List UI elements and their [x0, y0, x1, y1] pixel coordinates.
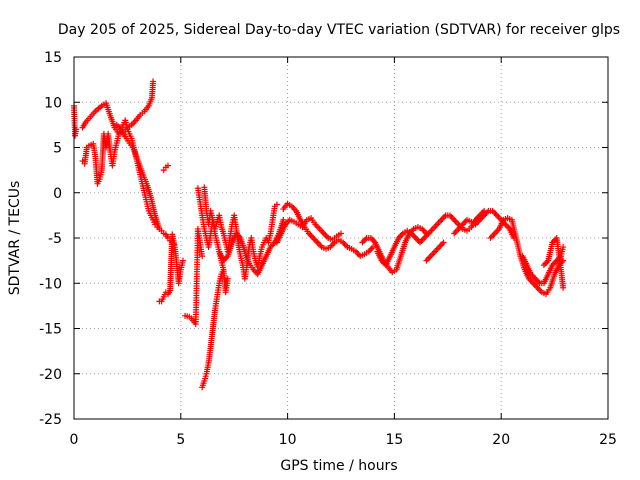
data-points	[71, 78, 567, 391]
data-point	[338, 230, 344, 237]
data-point	[179, 257, 186, 264]
y-tick-label: 0	[53, 186, 62, 202]
data-point	[199, 253, 206, 260]
series-arc-s	[519, 244, 567, 287]
data-point	[156, 225, 163, 232]
x-tick-label: 15	[385, 432, 403, 448]
y-tick-label: -5	[48, 231, 62, 247]
series-arc-e	[160, 162, 171, 174]
data-point	[280, 216, 287, 223]
series-arc-p	[423, 239, 447, 264]
x-tick-label: 10	[279, 432, 297, 448]
series-arc-c	[79, 117, 178, 248]
series-arc-g	[182, 225, 206, 327]
y-tick-label: 10	[44, 95, 62, 111]
y-tick-label: -10	[39, 276, 62, 292]
grid	[74, 57, 608, 419]
data-point	[560, 257, 567, 264]
x-tick-label: 25	[599, 432, 617, 448]
series-arc-f	[156, 231, 186, 305]
series-arc-r	[487, 215, 567, 298]
y-tick-label: 5	[53, 141, 62, 157]
y-tick-label: -25	[39, 412, 62, 428]
data-point	[150, 78, 157, 85]
data-point	[370, 244, 377, 251]
y-tick-labels: 15 10 5 0 -5 -10 -15 -20 -25	[39, 50, 62, 428]
x-axis-label: GPS time / hours	[280, 458, 397, 474]
series-arc-t	[540, 235, 567, 291]
data-point	[440, 239, 447, 246]
x-tick-label: 20	[492, 432, 510, 448]
series-arc-m	[273, 215, 344, 246]
series-arc-d	[113, 121, 163, 232]
series-arc-l	[280, 200, 377, 260]
y-axis-label: SDTVAR / TECUs	[7, 181, 23, 296]
chart-title: Day 205 of 2025, Sidereal Day-to-day VTE…	[58, 22, 620, 38]
series-arc-q	[451, 207, 518, 241]
x-tick-labels: 0 5 10 15 20 25	[70, 432, 617, 448]
data-point	[224, 275, 231, 282]
data-point	[560, 244, 567, 251]
y-tick-label: -20	[39, 367, 62, 383]
series-arc-o	[374, 207, 488, 269]
x-tick-label: 0	[70, 432, 79, 448]
y-tick-label: -15	[39, 322, 62, 338]
data-point	[164, 162, 171, 169]
series-arc-i	[199, 266, 231, 391]
axis-ticks	[73, 56, 609, 420]
data-point	[560, 284, 567, 291]
x-tick-label: 5	[176, 432, 185, 448]
series-arc-j	[201, 184, 280, 282]
series-arc-a	[71, 102, 80, 139]
y-tick-label: 15	[44, 50, 62, 66]
data-point	[273, 201, 280, 208]
